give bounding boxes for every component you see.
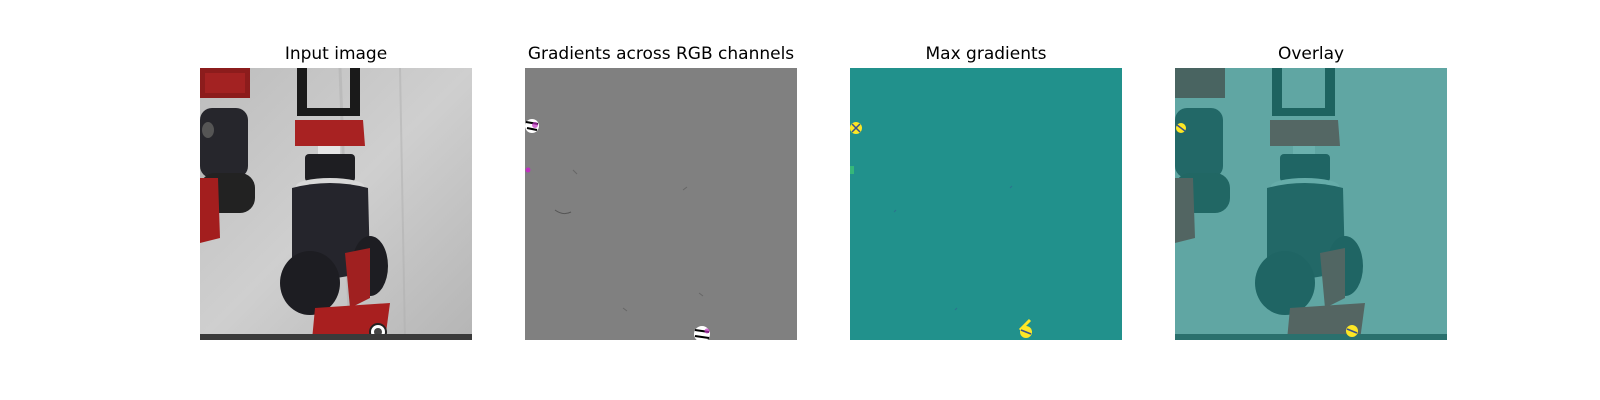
panel-title-rgb-gradients: Gradients across RGB channels <box>527 44 795 64</box>
input-image <box>200 68 472 340</box>
max-gradient-map <box>850 68 1122 340</box>
panel-input-image: Input image <box>200 40 472 340</box>
panel-overlay: Overlay <box>1175 40 1447 340</box>
panel-title-max-gradients: Max gradients <box>925 44 1047 64</box>
overlay-image <box>1175 68 1447 340</box>
panel-title-overlay: Overlay <box>1277 44 1345 64</box>
panel-max-gradients: Max gradients <box>850 40 1122 340</box>
panel-title-input-image: Input image <box>284 44 388 64</box>
rgb-gradient-map <box>525 68 797 340</box>
scene-rgb-gradients <box>525 68 797 340</box>
scene-input <box>200 68 472 340</box>
panel-rgb-gradients: Gradients across RGB channels <box>525 40 797 340</box>
scene-overlay <box>1175 68 1447 340</box>
scene-max-gradients <box>850 68 1122 340</box>
